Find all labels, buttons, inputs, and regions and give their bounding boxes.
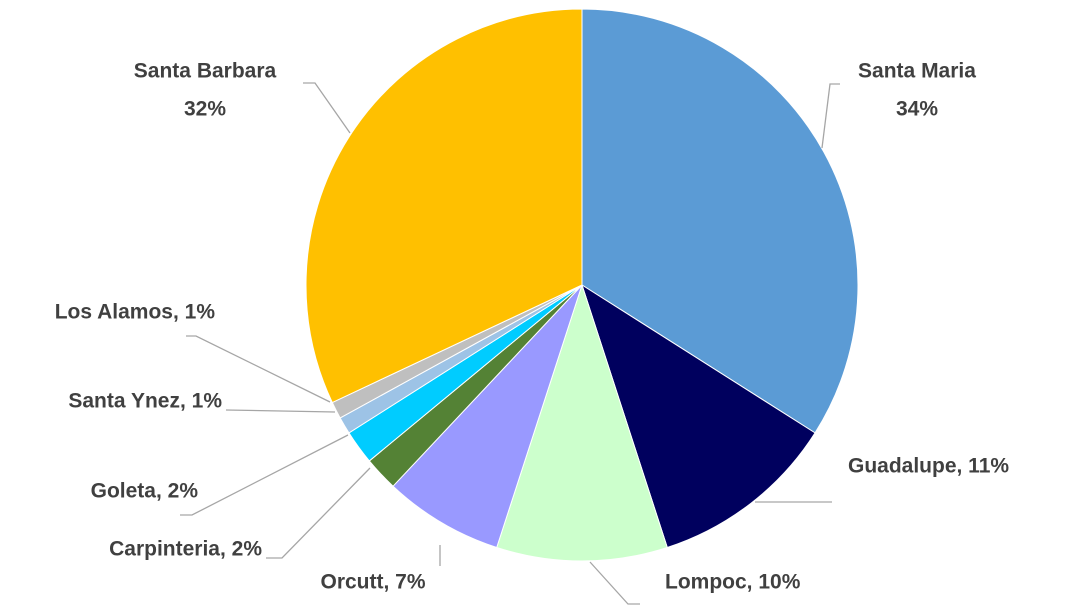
leader-line xyxy=(266,467,371,559)
data-label: 34% xyxy=(896,98,938,121)
data-label: Guadalupe, 11% xyxy=(848,455,1009,478)
data-label: Orcutt, 7% xyxy=(320,571,425,594)
data-label: Carpinteria, 2% xyxy=(109,538,262,561)
data-label: Lompoc, 10% xyxy=(665,571,801,594)
data-label: Los Alamos, 1% xyxy=(55,301,216,324)
pie-slice xyxy=(305,8,583,404)
leader-line xyxy=(180,434,349,516)
data-label: Santa Ynez, 1% xyxy=(68,390,222,413)
pie-slice xyxy=(581,8,859,434)
leader-line xyxy=(186,335,331,403)
data-label: 32% xyxy=(184,98,226,121)
leader-line xyxy=(225,409,336,413)
leader-line xyxy=(303,82,351,134)
pie-slice xyxy=(392,284,583,549)
pie-slice xyxy=(581,283,816,549)
pie-slice xyxy=(496,283,668,562)
data-label: Santa Barbara xyxy=(134,60,277,83)
leader-line xyxy=(821,83,840,149)
data-label: Santa Maria xyxy=(858,60,976,83)
leader-line xyxy=(589,561,640,605)
data-label: Goleta, 2% xyxy=(91,480,199,503)
